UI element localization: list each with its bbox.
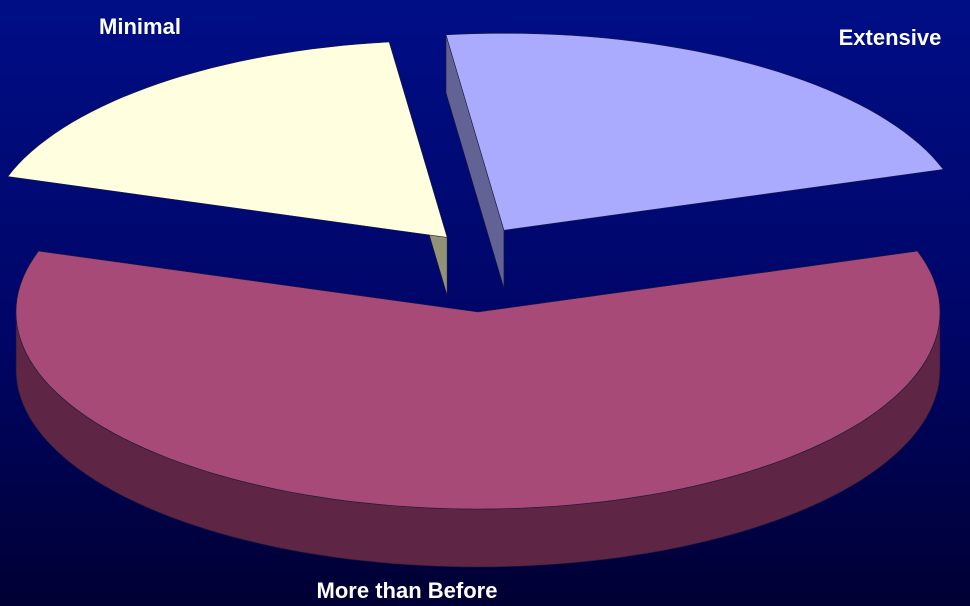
slice-extensive bbox=[445, 33, 944, 289]
slice-label-more-than-before: More than Before bbox=[317, 578, 498, 603]
slice-minimal bbox=[7, 41, 448, 296]
slice-more-than-before bbox=[15, 250, 941, 568]
slice-more-than-before-top bbox=[15, 250, 941, 510]
slices-layer bbox=[7, 33, 944, 568]
slice-minimal-top bbox=[7, 41, 448, 238]
labels-layer: More than Before Minimal Extensive bbox=[99, 14, 941, 603]
slice-label-minimal: Minimal bbox=[99, 14, 181, 39]
slice-label-extensive: Extensive bbox=[839, 25, 942, 50]
slice-extensive-top bbox=[445, 33, 944, 231]
